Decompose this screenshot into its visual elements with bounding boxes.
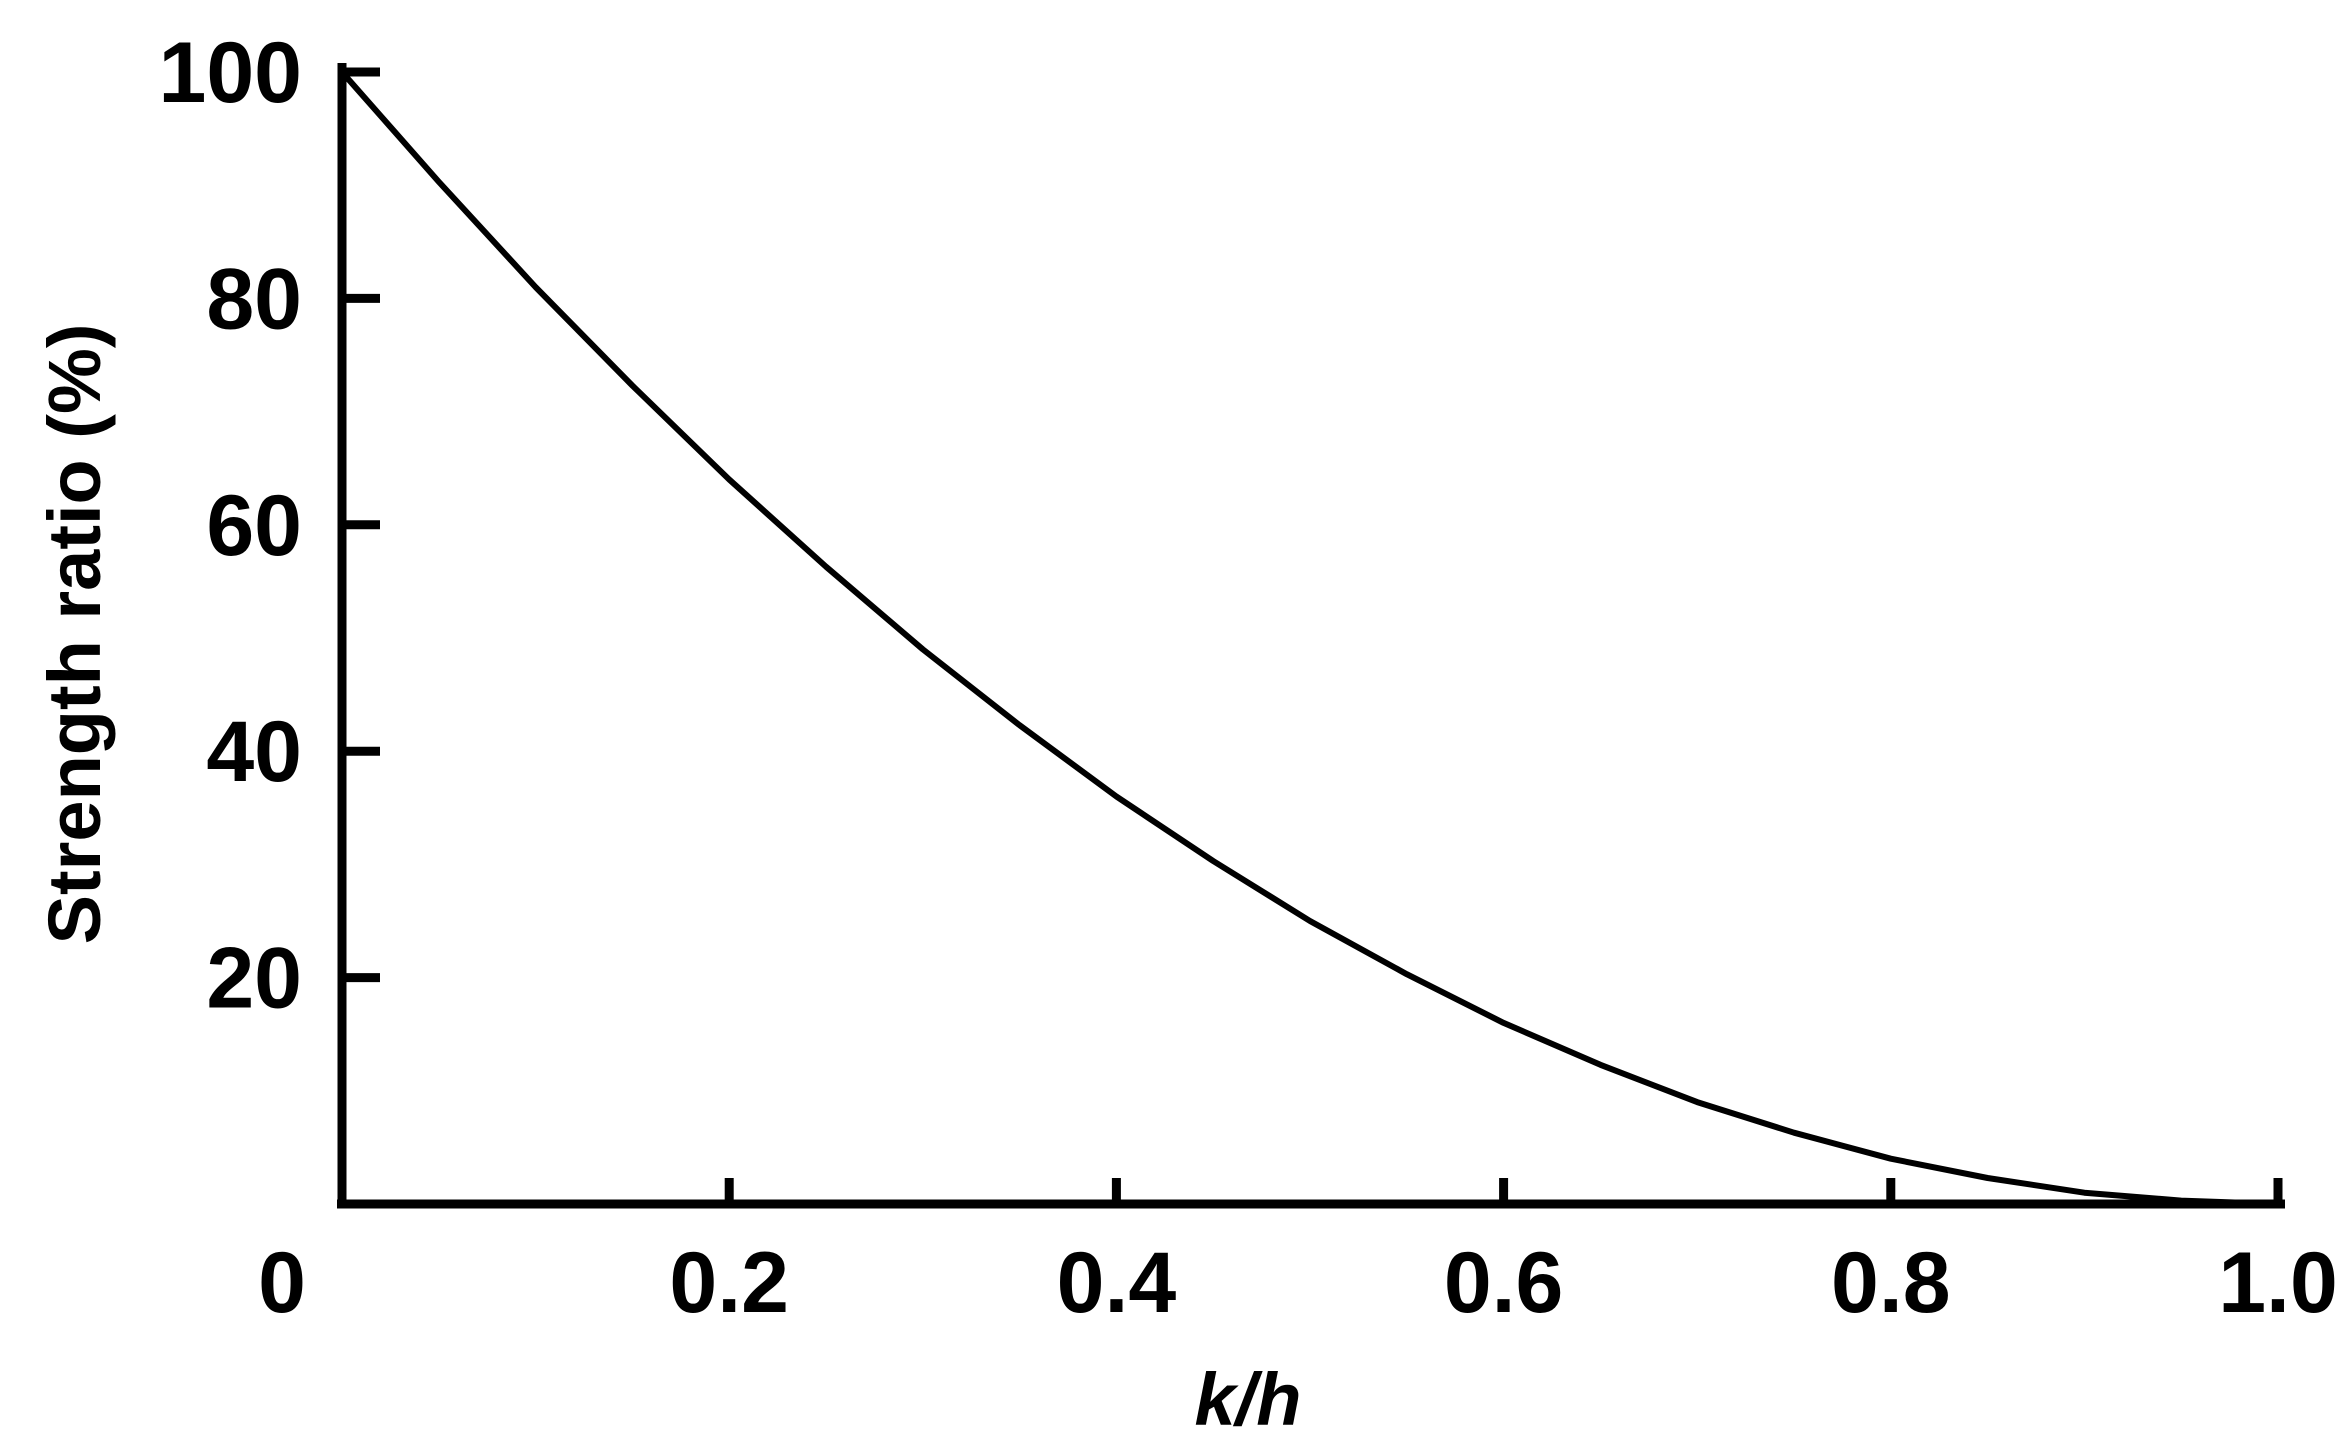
y-tick-label-1: 40	[206, 704, 302, 800]
axes	[337, 63, 2285, 1209]
x-tick-label-0: 0	[258, 1235, 306, 1331]
y-tick-label-3: 80	[206, 251, 302, 347]
x-axis-label: k/h	[1195, 1358, 1302, 1441]
x-tick-label-1: 0.2	[669, 1235, 789, 1331]
x-tick-label-3: 0.6	[1444, 1235, 1564, 1331]
tick-labels: 0 0.2 0.4 0.6 0.8 1.0 20 40 60 80 100	[159, 25, 2338, 1331]
y-tick-label-2: 60	[206, 478, 302, 574]
y-axis-label: Strength ratio (%)	[33, 324, 116, 945]
x-tick-label-2: 0.4	[1057, 1235, 1177, 1331]
y-tick-label-0: 20	[206, 931, 302, 1027]
y-tick-label-4: 100	[159, 25, 303, 121]
strength-ratio-curve	[339, 69, 2281, 1207]
x-tick-label-5: 1.0	[2218, 1235, 2338, 1331]
ticks	[342, 67, 2283, 1204]
x-tick-label-4: 0.8	[1831, 1235, 1951, 1331]
